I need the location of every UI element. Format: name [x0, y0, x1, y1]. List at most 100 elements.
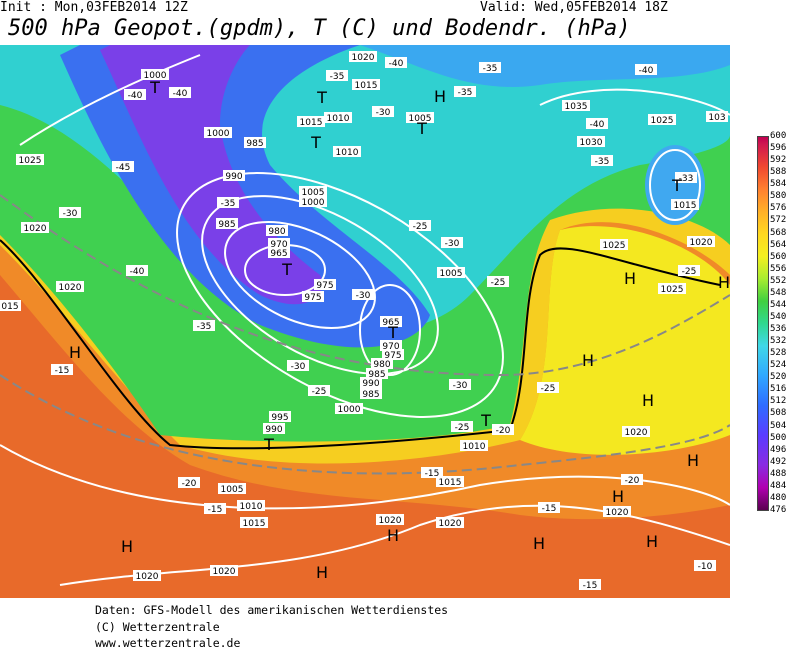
contour-label: -25	[455, 423, 470, 433]
label-box	[244, 137, 266, 148]
contour-label: 1005	[440, 269, 463, 279]
label-box	[210, 565, 238, 576]
contour-label: 995	[271, 413, 288, 423]
pressure-symbol: H	[646, 532, 658, 551]
label-box	[352, 289, 374, 300]
label-box	[678, 265, 700, 276]
contour-label: 1020	[625, 428, 648, 438]
isotherm	[0, 194, 730, 377]
label-box	[487, 276, 509, 287]
contour-label: -45	[116, 163, 131, 173]
label-box	[169, 87, 191, 98]
contour-label: -30	[63, 209, 78, 219]
contour-label: -40	[590, 120, 605, 130]
colorbar-label: 548	[770, 287, 787, 298]
colorbar-label: 516	[770, 384, 787, 395]
contour-label: -35	[197, 322, 212, 332]
contour-label: -25	[491, 278, 506, 288]
contour-label: 1015	[674, 201, 697, 211]
contour-label: 985	[246, 139, 263, 149]
label-box	[240, 517, 268, 528]
contour-label: -15	[425, 469, 440, 479]
label-box	[360, 388, 382, 399]
contour-label: 1025	[603, 241, 626, 251]
footer-line: www.wetterzentrale.de	[95, 636, 241, 648]
label-box	[269, 411, 291, 422]
contour-label: -35	[483, 64, 498, 74]
colorbar-label: 528	[770, 348, 787, 359]
label-box	[371, 358, 393, 369]
map-title: 500 hPa Geopot.(gpdm), T (C) und Bodendr…	[8, 16, 631, 41]
pressure-symbol: H	[387, 526, 399, 545]
label-box	[421, 467, 443, 478]
isobar	[176, 172, 504, 418]
label-box	[352, 79, 380, 90]
label-box	[237, 500, 265, 511]
label-box	[51, 364, 73, 375]
contour-label: 980	[373, 360, 390, 370]
label-box	[538, 502, 560, 513]
contour-label: 990	[225, 172, 242, 182]
colorbar-label: 600	[770, 131, 787, 141]
label-box	[671, 199, 699, 210]
contour-label: -30	[291, 362, 306, 372]
isobar	[359, 284, 421, 376]
contour-label: 975	[384, 351, 401, 361]
label-box	[622, 426, 650, 437]
contour-label: -20	[182, 479, 197, 489]
contour-label: 1015	[355, 81, 378, 91]
label-box	[406, 112, 434, 123]
isobar	[19, 54, 201, 146]
colorbar-label: 484	[770, 480, 787, 491]
contour-label: -40	[128, 91, 143, 101]
colorbar-label: 476	[770, 504, 787, 515]
label-box	[302, 291, 324, 302]
contour-label: 1020	[24, 224, 47, 234]
contour-label: 1020	[606, 508, 629, 518]
isobar	[0, 444, 730, 510]
isobar	[224, 221, 376, 329]
contour-label: 1030	[580, 138, 603, 148]
contour-label: -20	[496, 426, 511, 436]
label-box	[366, 368, 388, 379]
contour-label: -33	[679, 174, 694, 184]
pressure-symbol: H	[582, 351, 594, 370]
label-box	[299, 186, 327, 197]
isobar	[649, 149, 701, 221]
colorbar-label: 532	[770, 336, 787, 347]
label-box	[314, 279, 336, 290]
contour-label: 1015	[243, 519, 266, 529]
colorbar-label: 596	[770, 143, 787, 154]
label-box	[268, 238, 290, 249]
label-box	[217, 197, 239, 208]
pressure-symbol: T	[671, 176, 682, 195]
footer-line: Daten: GFS-Modell des amerikanischen Wet…	[95, 603, 449, 617]
label-box	[204, 503, 226, 514]
colorbar-label: 496	[770, 444, 787, 455]
pressure-symbol: H	[718, 273, 730, 292]
contour-label: -25	[682, 267, 697, 277]
label-box	[326, 70, 348, 81]
colorbar-label: 512	[770, 396, 787, 407]
colorbar-label: 580	[770, 191, 787, 202]
contour-label: -10	[698, 562, 713, 572]
contour-label: -15	[55, 366, 70, 376]
contour-label: 1000	[338, 405, 361, 415]
label-box	[349, 51, 377, 62]
label-box	[0, 300, 21, 311]
colorbar-label: 584	[770, 179, 787, 190]
colorbar-label: 520	[770, 372, 787, 383]
pressure-symbol: H	[121, 537, 133, 556]
label-box	[586, 118, 608, 129]
label-box	[204, 127, 232, 138]
pressure-symbol: T	[416, 119, 427, 138]
label-box	[112, 161, 134, 172]
contour-label: 1005	[221, 485, 244, 495]
colorbar-label: 592	[770, 155, 787, 166]
contour-label: 1000	[144, 71, 167, 81]
label-box	[324, 112, 352, 123]
label-box	[635, 64, 657, 75]
label-box	[56, 281, 84, 292]
label-box	[706, 111, 728, 122]
label-box	[376, 514, 404, 525]
